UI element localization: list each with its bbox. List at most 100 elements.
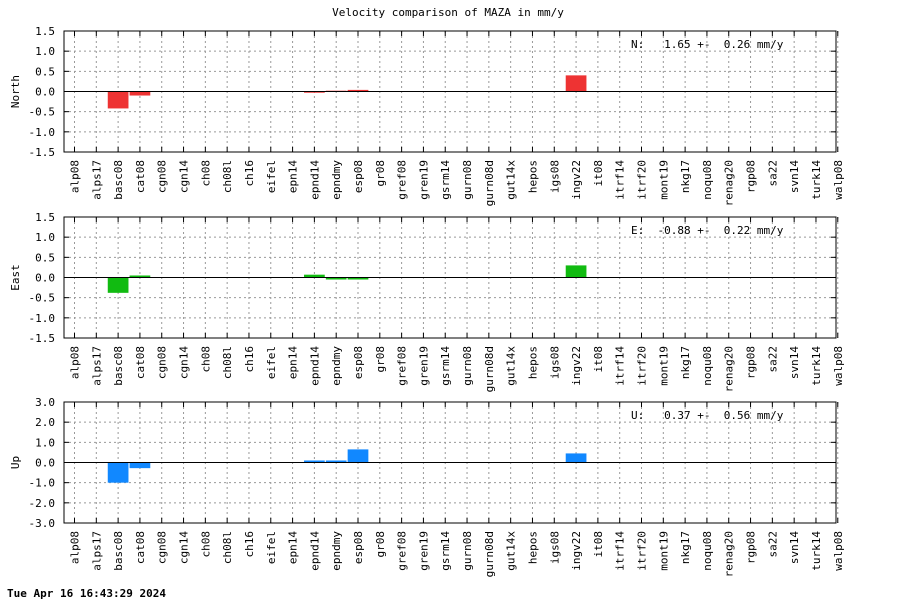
bar-ingv22 <box>565 453 587 463</box>
x-tick-label-hepos: hepos <box>526 160 539 193</box>
x-tick-label-epndmy: epndmy <box>330 346 343 386</box>
y-tick-label: -0.5 <box>29 292 56 305</box>
x-tick-label-igs08: igs08 <box>548 531 561 564</box>
x-tick-label-epndmy: epndmy <box>330 160 343 200</box>
stat-annotation: N: 1.65 +- 0.26 mm/y <box>631 38 784 51</box>
x-tick-label-walp08: walp08 <box>832 531 845 571</box>
x-tick-label-walp08: walp08 <box>832 160 845 200</box>
x-tick-label-ch08l: ch08l <box>221 346 234 379</box>
y-tick-label: -1.5 <box>29 332 56 345</box>
x-tick-label-it08: it08 <box>592 160 605 187</box>
x-tick-label-svn14: svn14 <box>788 160 801 193</box>
chart-title: Velocity comparison of MAZA in mm/y <box>332 6 564 19</box>
x-tick-label-nkg17: nkg17 <box>679 531 692 564</box>
x-tick-label-eifel: eifel <box>265 531 278 564</box>
x-tick-label-alps17: alps17 <box>90 160 103 200</box>
x-tick-label-alp08: alp08 <box>69 160 82 193</box>
timestamp-footer: Tue Apr 16 16:43:29 2024 <box>7 587 166 600</box>
x-tick-label-basc08: basc08 <box>112 531 125 571</box>
x-tick-label-gurn08: gurn08 <box>461 160 474 200</box>
x-tick-label-alp08: alp08 <box>69 346 82 379</box>
x-tick-label-itrf14: itrf14 <box>614 346 627 386</box>
bar-cat08 <box>129 91 151 96</box>
x-tick-label-cgn14: cgn14 <box>178 160 191 193</box>
y-tick-label: -1.0 <box>29 312 56 325</box>
x-tick-label-gurn08d: gurn08d <box>483 531 496 577</box>
x-tick-label-epn14: epn14 <box>287 346 300 379</box>
y-tick-label: 0.0 <box>35 86 55 99</box>
x-tick-label-renag20: renag20 <box>723 160 736 206</box>
x-tick-label-nkg17: nkg17 <box>679 346 692 379</box>
x-tick-label-turk14: turk14 <box>810 531 823 571</box>
x-tick-label-eifel: eifel <box>265 160 278 193</box>
bar-ingv22 <box>565 75 587 92</box>
x-tick-label-gurn08d: gurn08d <box>483 160 496 206</box>
bar-esp08 <box>347 89 369 92</box>
y-tick-label: 0.5 <box>35 65 55 78</box>
x-tick-label-gsrm14: gsrm14 <box>439 531 452 571</box>
x-tick-label-gren19: gren19 <box>417 346 430 386</box>
y-tick-label: -0.5 <box>29 106 56 119</box>
x-tick-label-rgp08: rgp08 <box>745 531 758 564</box>
x-tick-label-igs08: igs08 <box>548 346 561 379</box>
x-tick-label-gut14x: gut14x <box>505 160 518 200</box>
y-tick-label: -3.0 <box>29 517 56 530</box>
panel-east: 1.5 1.0 0.5 0.0 -0.5 -1.0 -1.5 alp08 alps17 basc0… <box>9 211 845 392</box>
bar-epndmy <box>325 277 347 280</box>
x-tick-label-sa22: sa22 <box>766 160 779 187</box>
x-tick-label-gurn08: gurn08 <box>461 346 474 386</box>
x-tick-label-epnd14: epnd14 <box>308 160 321 200</box>
x-tick-label-gut14x: gut14x <box>505 346 518 386</box>
x-tick-label-ch08: ch08 <box>199 160 212 187</box>
panel-north: 1.5 1.0 0.5 0.0 -0.5 -1.0 -1.5 alp08 alps17 basc0… <box>9 25 845 206</box>
x-tick-label-epnd14: epnd14 <box>308 346 321 386</box>
y-tick-label: 1.5 <box>35 211 55 224</box>
y-axis-label: East <box>9 264 22 291</box>
x-tick-label-gsrm14: gsrm14 <box>439 160 452 200</box>
y-tick-label: 1.0 <box>35 231 55 244</box>
x-tick-label-esp08: esp08 <box>352 346 365 379</box>
y-tick-label: 0.0 <box>35 272 55 285</box>
bar-basc08 <box>107 462 129 483</box>
x-tick-label-itrf20: itrf20 <box>636 160 649 200</box>
y-tick-label: -1.0 <box>29 477 56 490</box>
x-tick-label-ch08l: ch08l <box>221 531 234 564</box>
x-tick-label-cgn14: cgn14 <box>178 346 191 379</box>
x-tick-label-itrf14: itrf14 <box>614 160 627 200</box>
x-tick-label-esp08: esp08 <box>352 160 365 193</box>
x-tick-label-epn14: epn14 <box>287 531 300 564</box>
x-tick-label-itrf20: itrf20 <box>636 531 649 571</box>
stat-annotation: U: 0.37 +- 0.56 mm/y <box>631 409 784 422</box>
x-tick-label-gref08: gref08 <box>396 531 409 571</box>
bar-cat08 <box>129 462 151 469</box>
bar-epnd14 <box>304 91 325 93</box>
x-tick-label-svn14: svn14 <box>788 346 801 379</box>
x-tick-label-itrf20: itrf20 <box>636 346 649 386</box>
x-tick-label-walp08: walp08 <box>832 346 845 386</box>
stat-annotation: E: -0.88 +- 0.22 mm/y <box>631 224 784 237</box>
x-tick-label-alps17: alps17 <box>90 531 103 571</box>
x-tick-label-rgp08: rgp08 <box>745 346 758 379</box>
y-tick-label: 1.5 <box>35 25 55 38</box>
x-tick-label-gren19: gren19 <box>417 160 430 200</box>
x-tick-label-ch16: ch16 <box>243 531 256 558</box>
x-tick-label-renag20: renag20 <box>723 346 736 392</box>
x-tick-label-cgn08: cgn08 <box>156 346 169 379</box>
x-tick-label-cgn08: cgn08 <box>156 531 169 564</box>
y-axis-label: Up <box>9 456 22 469</box>
x-tick-label-epn14: epn14 <box>287 160 300 193</box>
x-tick-label-turk14: turk14 <box>810 160 823 200</box>
x-tick-label-epnd14: epnd14 <box>308 531 321 571</box>
y-tick-label: -1.0 <box>29 126 56 139</box>
x-tick-label-alps17: alps17 <box>90 346 103 386</box>
x-tick-label-gr08: gr08 <box>374 531 387 558</box>
x-tick-label-noqu08: noqu08 <box>701 160 714 200</box>
y-tick-label: 0.5 <box>35 251 55 264</box>
x-tick-label-gref08: gref08 <box>396 160 409 200</box>
x-tick-label-cat08: cat08 <box>134 160 147 193</box>
y-tick-label: 1.0 <box>35 436 55 449</box>
x-tick-label-cgn14: cgn14 <box>178 531 191 564</box>
x-tick-label-itrf14: itrf14 <box>614 531 627 571</box>
bar-basc08 <box>107 277 129 293</box>
x-tick-label-ingv22: ingv22 <box>570 531 583 571</box>
